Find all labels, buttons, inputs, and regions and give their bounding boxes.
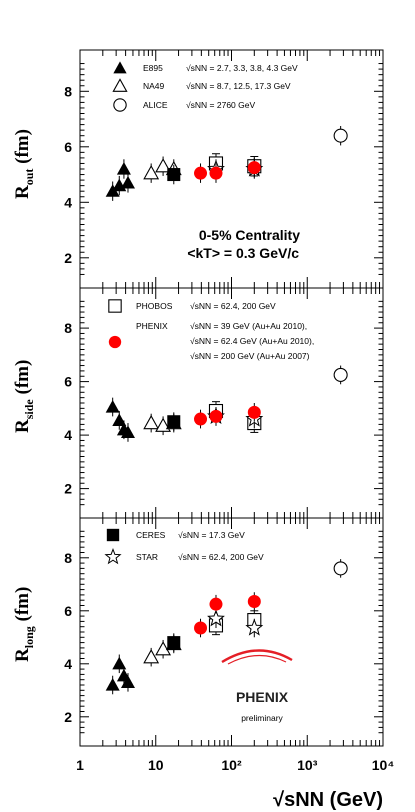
- legend-ceres-energy: √sNN = 17.3 GeV: [178, 530, 245, 540]
- x-axis-title: √sNN (GeV): [273, 789, 383, 811]
- e895-point: [112, 413, 127, 426]
- panel-side: 2 4 6 8 Rside (fm) PHOBOS √sNN = 62.4, 200 GeV…: [12, 287, 384, 519]
- phenix-point: [194, 621, 208, 635]
- e895-point: [105, 184, 120, 197]
- alice-point: [333, 128, 348, 143]
- y-tick-label: 8: [64, 550, 72, 566]
- phenix-point: [209, 409, 223, 423]
- alice-point: [333, 367, 348, 382]
- legend-ceres-name: CERES: [136, 530, 166, 540]
- legend-na49-energy: √sNN = 8.7, 12.5, 17.3 GeV: [186, 81, 291, 91]
- x-tick-label: 10³: [297, 757, 318, 773]
- y-tick-label: 8: [64, 320, 72, 336]
- star-point: [207, 609, 225, 627]
- preliminary-label: preliminary: [241, 713, 283, 723]
- e895-point: [112, 656, 127, 670]
- y-tick-label: 6: [64, 139, 72, 155]
- alice-point: [333, 561, 348, 576]
- e895-point: [120, 425, 135, 439]
- legend-phenix-energy-line: √sNN = 39 GeV (Au+Au 2010),: [190, 321, 307, 331]
- legend-star-name: STAR: [136, 552, 158, 562]
- legend-alice-marker: [113, 98, 127, 112]
- legend-star-energy: √sNN = 62.4, 200 GeV: [178, 552, 264, 562]
- na49-point: [155, 641, 172, 656]
- legend-na49-marker: [112, 78, 128, 92]
- y-tick-label: 6: [64, 374, 72, 390]
- x-axis: 1 10 10² 10³ 10⁴ √sNN (GeV): [76, 757, 394, 811]
- phenix-point: [247, 161, 261, 175]
- e895-point: [105, 678, 120, 691]
- na49-point: [143, 414, 160, 430]
- e895-point: [120, 675, 135, 688]
- legend-e895-marker: [113, 61, 127, 74]
- y-tick-label: 4: [64, 656, 72, 672]
- phenix-point: [209, 597, 223, 611]
- legend-star-marker: [104, 547, 122, 565]
- y-tick-label: 2: [64, 481, 72, 497]
- x-tick-label: 10⁴: [372, 757, 395, 773]
- y-tick-label: 8: [64, 83, 72, 99]
- legend-phenix-energy-line: √sNN = 200 GeV (Au+Au 2007): [190, 351, 310, 361]
- e895-point: [116, 162, 131, 175]
- legend-ceres-marker: [106, 528, 120, 542]
- legend-phenix-name: PHENIX: [136, 321, 168, 331]
- star-point: [245, 618, 264, 636]
- legend-phenix-marker: [108, 335, 122, 349]
- na49-point: [143, 165, 160, 180]
- na49-point: [143, 649, 160, 664]
- panel-long: 2 4 6 8 Rlong (fm) CERES √sNN = 17.3 GeV STAR √s…: [12, 517, 384, 747]
- phenix-point: [209, 166, 223, 180]
- y-tick-label: 6: [64, 603, 72, 619]
- x-tick-label: 10: [148, 757, 164, 773]
- y-axis-title: Rlong (fm): [12, 587, 36, 662]
- x-tick-label: 1: [76, 757, 84, 773]
- legend-phobos-marker: [108, 299, 122, 313]
- y-tick-label: 2: [64, 709, 72, 725]
- y-axis-title: Rout (fm): [12, 129, 36, 199]
- legend-phobos-energy: √sNN = 62.4, 200 GeV: [190, 301, 276, 311]
- plot-panels: 2 4 6 8 Rout (fm) E895 √sNN = 2.7, 3.3, 3.8, 4…: [12, 49, 384, 747]
- logo-arc: [227, 654, 287, 665]
- logo-arc: [221, 649, 293, 664]
- ceres-point: [167, 415, 181, 429]
- phenix-point: [194, 412, 208, 426]
- legend-e895-name: E895: [143, 63, 163, 73]
- na49-point: [155, 158, 172, 173]
- panel-out: 2 4 6 8 Rout (fm) E895 √sNN = 2.7, 3.3, 3.8, 4…: [12, 49, 384, 289]
- y-axis-title: Rside (fm): [12, 360, 36, 433]
- kt-annotation: <kT> = 0.3 GeV/c: [187, 245, 299, 261]
- legend-phenix-energy-line: √sNN = 62.4 GeV (Au+Au 2010),: [190, 336, 314, 346]
- e895-point: [105, 400, 120, 413]
- legend-alice-name: ALICE: [143, 100, 168, 110]
- ceres-point: [167, 636, 181, 650]
- centrality-annotation: 0-5% Centrality: [199, 227, 300, 243]
- x-tick-label: 10²: [221, 757, 242, 773]
- legend-phobos-name: PHOBOS: [136, 301, 173, 311]
- phenix-point: [247, 595, 261, 609]
- ceres-point: [167, 168, 181, 182]
- legend-alice-energy: √sNN = 2760 GeV: [186, 100, 255, 110]
- e895-point: [120, 175, 135, 189]
- y-tick-label: 4: [64, 194, 72, 210]
- y-tick-label: 2: [64, 250, 72, 266]
- y-tick-label: 4: [64, 427, 72, 443]
- phenix-point: [194, 166, 208, 180]
- logo-text: PHENIX: [236, 689, 289, 705]
- legend-e895-energy: √sNN = 2.7, 3.3, 3.8, 4.3 GeV: [186, 63, 298, 73]
- phenix-branding: PHENIX preliminary: [221, 649, 293, 723]
- legend-na49-name: NA49: [143, 81, 165, 91]
- phenix-point: [247, 405, 261, 419]
